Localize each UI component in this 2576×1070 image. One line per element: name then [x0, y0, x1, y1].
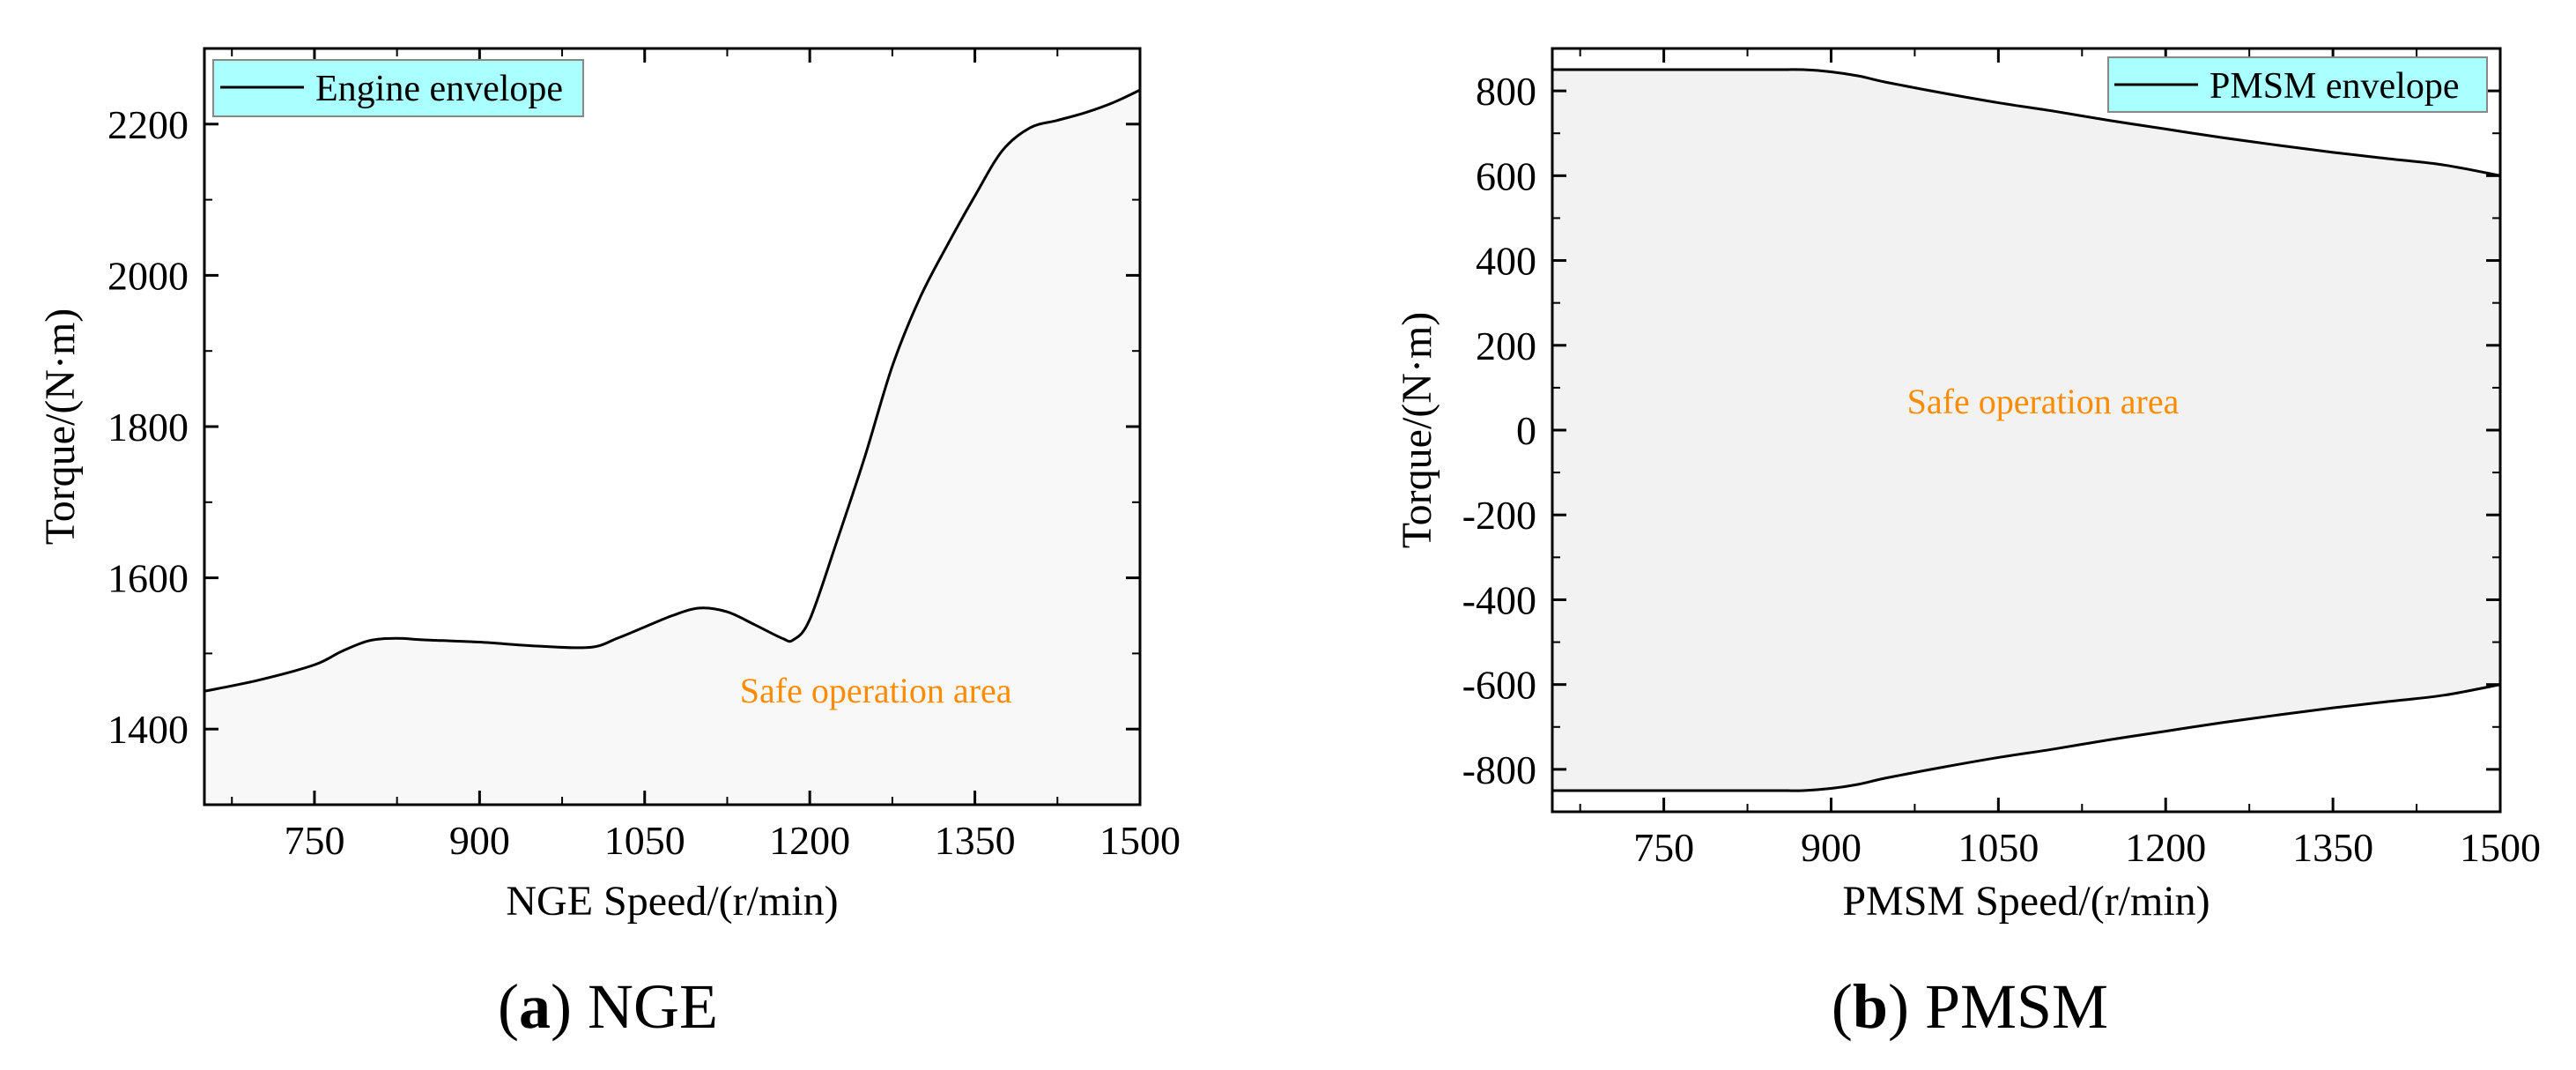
annotation-a: Safe operation area: [740, 671, 1012, 710]
x-tick-label-a: 1500: [1099, 818, 1181, 863]
y-tick-label-b: -400: [1462, 577, 1536, 622]
line-b-pmsm-envelope-upper: [1552, 68, 2501, 177]
y-tick-label-a: 1800: [107, 405, 189, 450]
line-a-engine-envelope: [204, 88, 1141, 693]
x-axis-title-a: NGE Speed/(r/min): [506, 878, 838, 925]
x-tick-label-a: 1050: [604, 818, 685, 863]
x-tick-label-a: 1200: [769, 818, 850, 863]
x-tick-label-b: 1500: [2460, 825, 2541, 870]
y-tick-label-b: 600: [1476, 153, 1536, 198]
caption-a: (a) NGE: [498, 971, 718, 1042]
y-tick-label-a: 1600: [107, 556, 189, 601]
legend-a: Engine envelope: [212, 59, 584, 117]
area-b-fill: [1552, 69, 2500, 791]
y-axis-title-b: Torque/(N·m): [1394, 312, 1440, 549]
x-tick-label-b: 1200: [2125, 825, 2206, 870]
x-axis-title-b: PMSM Speed/(r/min): [1842, 878, 2210, 925]
x-tick-label-b: 1350: [2292, 825, 2373, 870]
caption-a-text: NGE: [588, 971, 718, 1042]
legend-b: PMSM envelope: [2107, 56, 2488, 113]
caption-b-text: PMSM: [1925, 971, 2108, 1042]
y-tick-label-b: 400: [1476, 239, 1536, 284]
area-a-fill: [204, 90, 1140, 805]
y-tick-label-b: -200: [1462, 493, 1536, 538]
y-tick-label-b: 800: [1476, 69, 1536, 114]
annotation-b: Safe operation area: [1907, 382, 2180, 421]
x-tick-label-b: 900: [1801, 825, 1862, 870]
caption-b: (b) PMSM: [1832, 971, 2108, 1042]
y-tick-label-b: -600: [1462, 663, 1536, 708]
panel-b-chart: 750 900 1050 1200 1350 1500 800 600 400 200 0 -200…: [1394, 47, 2541, 1042]
x-tick-label-b: 1050: [1958, 825, 2039, 870]
y-tick-label-b: 200: [1476, 323, 1536, 368]
y-tick-label-a: 2200: [107, 102, 189, 147]
legend-b-label: PMSM envelope: [2210, 66, 2460, 107]
x-tick-label-a: 900: [449, 818, 510, 863]
legend-a-label: Engine envelope: [315, 69, 563, 109]
caption-b-letter: b: [1853, 971, 1888, 1042]
y-axis-title-a: Torque/(N·m): [37, 308, 84, 546]
x-tick-label-a: 750: [284, 818, 344, 863]
caption-a-letter: a: [519, 971, 551, 1042]
line-b-pmsm-envelope-lower: [1551, 683, 2501, 792]
x-tick-label-b: 750: [1633, 825, 1694, 870]
y-axis-b: 800 600 400 200 0 -200 -400 -600 -800: [1462, 69, 2500, 792]
panel-a-chart: 750 900 1050 1200 1350 1500 1400 1600 1800 2000 2…: [37, 47, 1181, 1042]
y-tick-label-b: 0: [1516, 408, 1536, 453]
y-tick-label-b: -800: [1462, 747, 1536, 792]
y-tick-label-a: 2000: [107, 253, 189, 298]
y-axis-a: 1400 1600 1800 2000 2200: [107, 102, 1140, 752]
x-tick-label-a: 1350: [935, 818, 1016, 863]
y-tick-label-a: 1400: [107, 707, 189, 752]
